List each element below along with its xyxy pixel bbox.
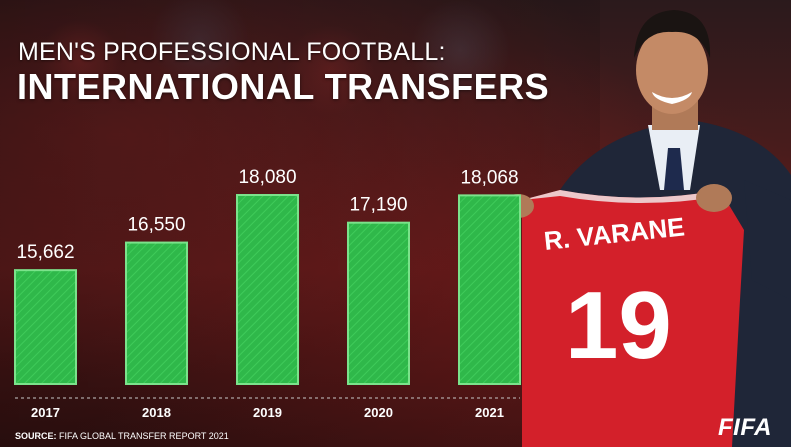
- x-tick-2019: 2019: [253, 405, 282, 420]
- value-label-2017: 15,662: [16, 242, 74, 263]
- bar-2018: [125, 241, 188, 385]
- jersey-number: 19: [565, 272, 672, 379]
- bar-2021: [458, 194, 521, 385]
- jersey-collar: [522, 190, 724, 203]
- source-text: FIFA GLOBAL TRANSFER REPORT 2021: [59, 431, 229, 441]
- value-label-2020: 17,190: [349, 195, 407, 216]
- right-hand: [696, 184, 732, 212]
- x-tick-2018: 2018: [142, 405, 171, 420]
- chart-subtitle: MEN'S PROFESSIONAL FOOTBALL:: [18, 38, 446, 66]
- x-tick-2017: 2017: [31, 405, 60, 420]
- source-label: SOURCE:: [15, 431, 57, 441]
- value-label-2019: 18,080: [238, 167, 296, 188]
- x-tick-2020: 2020: [364, 405, 393, 420]
- bar-2017: [14, 269, 77, 385]
- bar-2020: [347, 221, 410, 385]
- fifa-logo: FIFA: [718, 414, 772, 441]
- red-jersey: [522, 190, 744, 447]
- value-label-2018: 16,550: [127, 215, 185, 236]
- value-label-2021: 18,068: [460, 167, 518, 188]
- jacket-sleeve: [744, 180, 791, 300]
- smile: [652, 92, 692, 104]
- hair: [634, 10, 711, 58]
- crowd-backdrop: [0, 0, 600, 160]
- source-note: SOURCE: FIFA GLOBAL TRANSFER REPORT 2021: [15, 431, 229, 441]
- tie: [664, 148, 684, 190]
- x-tick-2021: 2021: [475, 405, 504, 420]
- chart-title: INTERNATIONAL TRANSFERS: [17, 66, 550, 107]
- x-axis-labels: 2017 2018 2019 2020 2021: [31, 405, 504, 420]
- face: [636, 26, 708, 114]
- bar-2019: [236, 194, 299, 385]
- bars-group: 15,662 16,550 18,080 17,190 18,068: [14, 167, 521, 385]
